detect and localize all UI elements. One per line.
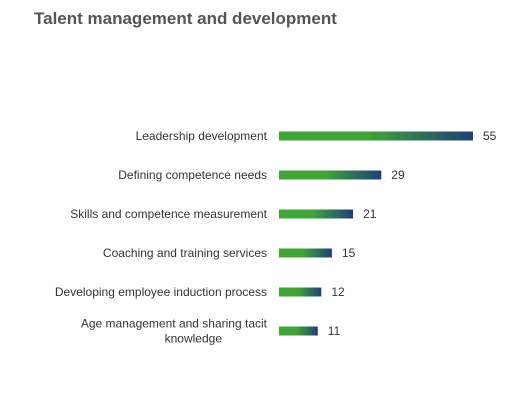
data-label-3: 15 <box>342 246 356 260</box>
data-label-5: 11 <box>328 324 341 338</box>
category-label-line: Coaching and training services <box>103 246 267 260</box>
category-label-line: Leadership development <box>136 129 268 143</box>
category-label-3: Coaching and training services <box>103 246 267 260</box>
bars-group: 55 Leadership development 29 Defining compe… <box>55 129 497 346</box>
bar-1 <box>279 170 382 180</box>
bar-2 <box>279 209 354 219</box>
bar-0 <box>279 131 473 141</box>
category-label-0: Leadership development <box>136 129 268 143</box>
data-label-4: 12 <box>331 285 345 299</box>
bar-5 <box>279 326 318 336</box>
category-label-1: Defining competence needs <box>118 168 267 182</box>
category-label-line: Skills and competence measurement <box>70 207 267 221</box>
data-label-1: 29 <box>391 168 405 182</box>
category-label-line: knowledge <box>165 332 223 346</box>
data-label-0: 55 <box>483 129 497 143</box>
category-label-5: Age management and sharing tacit knowledg… <box>81 317 268 346</box>
chart-title: Talent management and development <box>34 9 337 28</box>
category-label-2: Skills and competence measurement <box>70 207 267 221</box>
category-label-line: Age management and sharing tacit <box>81 317 268 331</box>
bar-3 <box>279 248 332 258</box>
category-label-line: Defining competence needs <box>118 168 267 182</box>
category-label-line: Developing employee induction process <box>55 285 267 299</box>
category-label-4: Developing employee induction process <box>55 285 267 299</box>
bar-4 <box>279 287 322 297</box>
data-label-2: 21 <box>363 207 377 221</box>
